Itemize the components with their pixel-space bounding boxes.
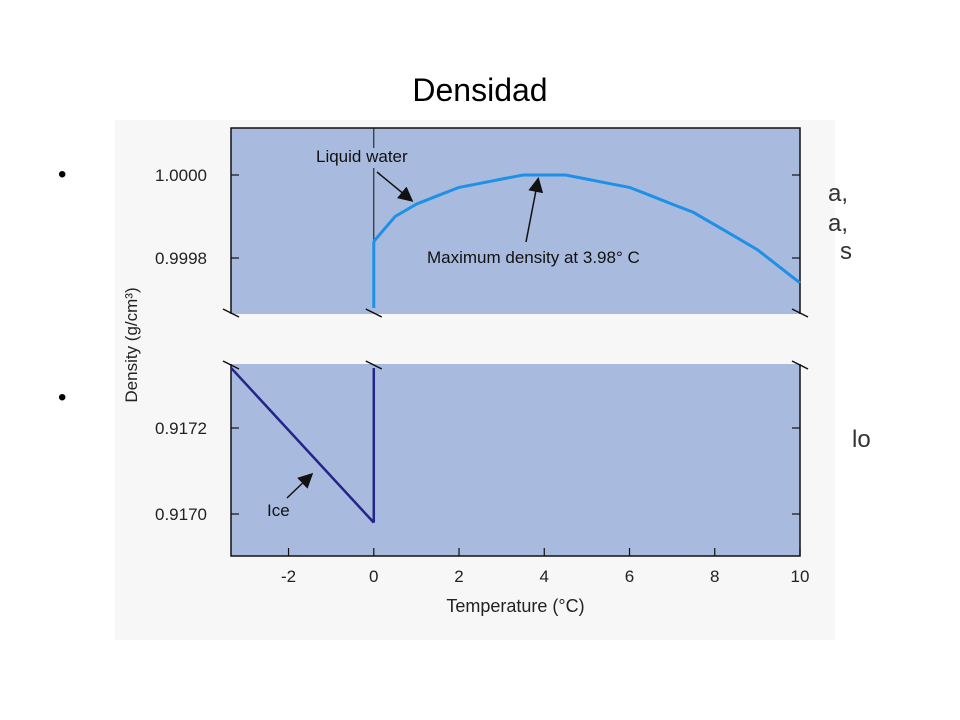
x-tick-label: 8 xyxy=(710,567,719,586)
x-tick-label: 0 xyxy=(369,567,378,586)
chart-figure: -2 0 2 4 6 8 10 1.0000 0.9998 0.9172 0.9170 Tempera… xyxy=(115,120,835,640)
y-tick-label: 0.9172 xyxy=(155,419,207,438)
annotation-arrow xyxy=(376,171,414,202)
y-tick-label: 1.0000 xyxy=(155,166,207,185)
x-tick-label: 6 xyxy=(625,567,634,586)
axis-break-mark xyxy=(365,360,383,370)
axis-break-mark xyxy=(222,308,240,318)
annotation-arrow xyxy=(525,177,544,243)
axis-break-mark xyxy=(365,308,383,318)
bullet-marker: • xyxy=(58,384,67,411)
y-axis-label: Density (g/cm³) xyxy=(122,287,141,402)
annotation-ice: Ice xyxy=(267,501,290,520)
x-tick-label: -2 xyxy=(281,567,296,586)
liquid-water-line xyxy=(372,173,801,285)
annotation-arrow xyxy=(286,472,314,499)
axis-break-gap xyxy=(201,314,830,364)
y-tick-label: 0.9170 xyxy=(155,505,207,524)
slide-text-fragment: a, xyxy=(828,210,849,237)
bullet-marker: • xyxy=(58,161,67,188)
x-tick-label: 4 xyxy=(540,567,549,586)
annotation-max-density: Maximum density at 3.98° C xyxy=(427,248,640,267)
y-tick-label: 0.9998 xyxy=(155,249,207,268)
axis-break-mark xyxy=(791,360,809,370)
axis-break-mark xyxy=(222,360,240,370)
annotation-liquid-water: Liquid water xyxy=(316,147,408,166)
x-tick-label: 2 xyxy=(454,567,463,586)
x-tick-label: 10 xyxy=(791,567,810,586)
slide-title: Densidad xyxy=(412,72,548,108)
ice-line xyxy=(230,366,375,524)
x-axis-label: Temperature (°C) xyxy=(446,596,584,616)
slide-text-fragment: lo xyxy=(852,426,871,453)
density-chart: -2 0 2 4 6 8 10 1.0000 0.9998 0.9172 0.9170 Tempera… xyxy=(122,127,830,616)
axis-break-mark xyxy=(791,308,809,318)
slide-text-fragment: a, xyxy=(828,180,849,207)
slide-text-fragment: s xyxy=(840,238,852,265)
